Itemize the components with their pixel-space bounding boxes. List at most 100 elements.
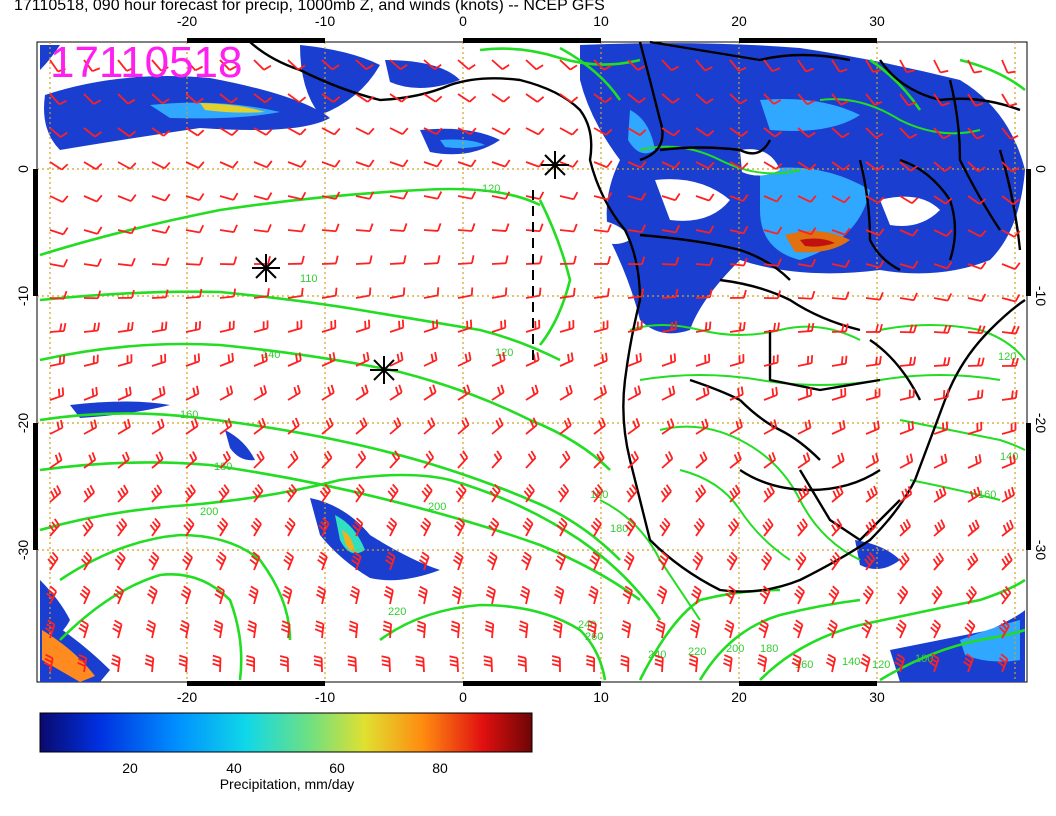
wind-barb — [792, 619, 804, 639]
coastlines — [249, 40, 1026, 593]
wind-barb — [389, 223, 408, 232]
wind-barb — [185, 127, 205, 137]
contour-label: 120 — [998, 351, 1016, 363]
wind-barb — [287, 417, 300, 435]
wind-barb — [865, 388, 881, 401]
wind-barb — [831, 161, 851, 171]
wind-barb — [797, 161, 817, 171]
wind-barb — [355, 351, 370, 367]
wind-barb — [117, 127, 137, 138]
wind-barb — [899, 93, 917, 107]
wind-barb — [795, 551, 807, 571]
wind-barb — [491, 450, 503, 469]
wind-barb — [661, 224, 680, 234]
wind-barb — [151, 257, 170, 267]
lon-tick: 20 — [731, 13, 747, 29]
wind-barb — [724, 619, 735, 639]
wind-barb — [252, 484, 264, 503]
wind-barb — [831, 227, 851, 236]
wind-barb — [894, 653, 906, 673]
wind-barb — [1001, 454, 1016, 469]
wind-barb — [423, 351, 438, 367]
wind-barb — [1001, 422, 1017, 435]
wind-barb — [763, 484, 775, 503]
wind-barb — [590, 517, 602, 537]
wind-barb — [897, 585, 909, 605]
wind-barb — [967, 93, 984, 107]
wind-barb — [797, 59, 814, 73]
wind-barb — [112, 619, 123, 639]
wind-barb — [457, 59, 476, 70]
wind-barb — [485, 585, 496, 605]
wind-barb — [525, 127, 545, 136]
wind-barb — [287, 320, 303, 333]
wind-barb — [49, 290, 68, 300]
wind-barb — [321, 352, 336, 367]
wind-barb — [389, 319, 405, 333]
wind-barb — [218, 484, 230, 503]
wind-barb — [491, 384, 505, 401]
wind-barb — [491, 351, 506, 367]
wind-barb — [692, 551, 704, 571]
wind-barb — [249, 551, 261, 571]
wind-barb — [556, 517, 568, 537]
wind-barb — [253, 320, 269, 333]
wind-barb — [797, 322, 815, 333]
wind-barb — [83, 354, 99, 367]
contour-label: 140 — [262, 349, 280, 361]
wind-barb — [865, 195, 885, 204]
wind-barb — [217, 517, 229, 537]
wind-barb — [178, 654, 188, 673]
wind-barb — [423, 417, 436, 435]
wind-barb — [933, 195, 953, 205]
wind-barb — [797, 387, 813, 401]
wind-barb — [389, 417, 402, 435]
wind-barb — [484, 620, 495, 639]
wind-barb — [185, 256, 204, 266]
wind-barb — [933, 357, 951, 367]
wind-barb — [185, 93, 204, 104]
wind-barb — [452, 551, 464, 571]
wind-barb — [489, 483, 501, 503]
date-stamp: 17110518 — [50, 38, 243, 87]
wind-barb — [791, 653, 802, 673]
wind-barb — [825, 653, 837, 673]
wind-barb — [627, 127, 647, 136]
wind-barb — [964, 619, 976, 639]
lat-tick: -20 — [15, 413, 31, 433]
wind-barb — [219, 352, 234, 367]
wind-barb — [253, 417, 266, 435]
wind-barb — [967, 229, 987, 238]
lat-ticks-left: 0 -10 -20 -30 — [15, 165, 31, 560]
wind-barb — [389, 255, 407, 265]
wind-barb — [185, 321, 202, 333]
wind-barb — [144, 654, 155, 673]
wind-barb — [661, 161, 681, 169]
wind-barb — [180, 585, 192, 605]
wind-barb — [1001, 93, 1018, 107]
wind-barb — [185, 353, 201, 367]
wind-barb — [1001, 127, 1019, 140]
wind-barb — [967, 357, 985, 367]
wind-barb — [148, 551, 160, 571]
wind-barb — [117, 386, 132, 401]
wind-barb — [965, 585, 977, 605]
wind-barb — [49, 419, 64, 435]
wind-barb — [827, 619, 838, 639]
wind-barb — [279, 655, 289, 673]
wind-barb — [593, 93, 613, 104]
wind-barb — [661, 418, 675, 435]
wind-barb — [525, 59, 544, 71]
wind-barb — [694, 484, 707, 503]
wind-barb — [967, 293, 987, 302]
wind-barb — [688, 654, 699, 673]
wind-barb — [486, 551, 498, 571]
wind-barb — [593, 160, 613, 169]
wind-barb — [321, 287, 338, 299]
wind-barb — [521, 551, 532, 571]
wind-barb — [695, 418, 709, 435]
colorbar-label: Precipitation, mm/day — [220, 776, 355, 792]
wind-barb — [763, 93, 782, 105]
wind-barb — [387, 483, 399, 503]
wind-barb — [280, 620, 291, 639]
